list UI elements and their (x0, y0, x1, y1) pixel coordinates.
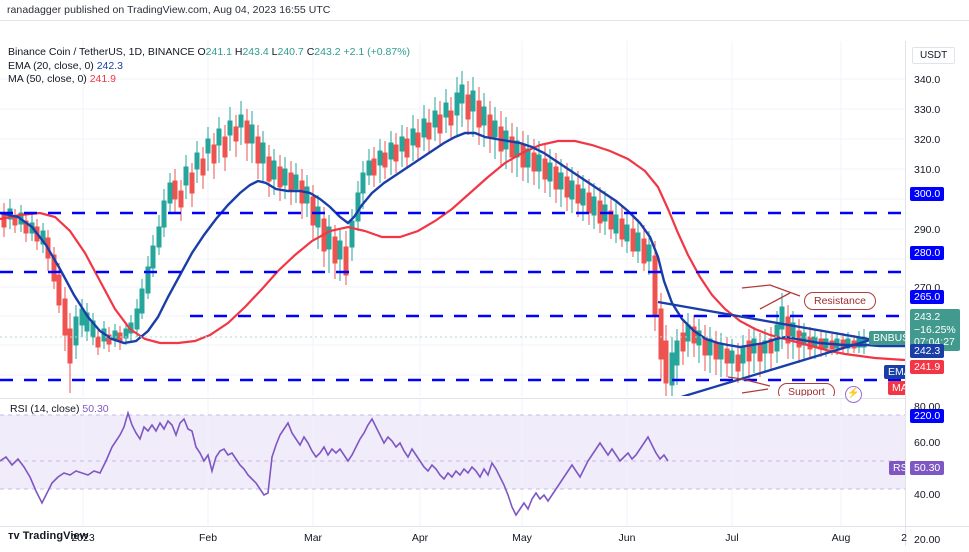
plot-area[interactable]: Resistance Support BNBUSDT EMA MA (0, 41, 905, 526)
horizontal-level-lines (0, 211, 905, 382)
legend-high-label: H (234, 46, 243, 58)
legend-low-value: 240.7 (277, 46, 304, 58)
resistance-trendline (657, 300, 881, 343)
rsi-value-badge[interactable]: 50.30 (910, 461, 945, 475)
legend-ema-value: 242.3 (96, 59, 123, 72)
ma-tag: MA (888, 381, 905, 395)
legend-ma-value: 241.9 (89, 73, 116, 85)
price-axis[interactable]: USDT 340.0 330.0 320.0 310.0 290.0 270.0… (905, 41, 969, 546)
chart-frame: Resistance Support BNBUSDT EMA MA (0, 20, 969, 546)
chart-legend: Binance Coin / TetherUS, 1D, BINANCE O24… (8, 46, 410, 87)
time-tick: Jun (618, 532, 636, 544)
level-badge-300[interactable]: 300.0 (910, 187, 945, 201)
rsi-tag: RSI (889, 461, 905, 475)
rsi-axis-tick: 80.00 (914, 401, 941, 413)
time-tick: Mar (303, 532, 323, 544)
price-pane[interactable]: Resistance Support BNBUSDT EMA MA (0, 41, 905, 396)
legend-ma-label[interactable]: MA (50, close, 0) (8, 73, 87, 85)
callout-leaders (727, 284, 801, 394)
lightning-bolt-icon[interactable]: ⚡ (845, 386, 862, 403)
price-chart-svg (0, 41, 905, 396)
rsi-chart-svg (0, 399, 905, 526)
legend-change: +2.1 (+0.87%) (343, 46, 411, 58)
legend-ema-label[interactable]: EMA (20, close, 0) (8, 59, 94, 72)
ema-price-badge[interactable]: 242.3 (910, 344, 945, 358)
price-tick: 310.0 (914, 164, 941, 176)
triangle-pattern (657, 300, 881, 396)
legend-ma-row: MA (50, close, 0) 241.9 (8, 73, 410, 87)
rsi-axis-tick: 40.00 (914, 489, 941, 501)
time-tick: 2023 (71, 532, 95, 544)
rsi-legend: RSI (14, close) 50.30 (10, 403, 109, 415)
symbol-tag: BNBUSDT (869, 331, 905, 345)
price-tick: 330.0 (914, 104, 941, 116)
rsi-band (0, 415, 905, 489)
legend-low-label: L (271, 46, 278, 58)
price-tick: 340.0 (914, 74, 941, 86)
rsi-legend-label: RSI (14, close) (10, 403, 80, 415)
time-tick: May (512, 532, 532, 544)
legend-close-label: C (306, 46, 315, 58)
ma-50-line (0, 139, 905, 362)
tradingview-mark: ᴛᴠ (8, 530, 20, 542)
time-tick: Aug (831, 532, 851, 544)
time-tick: Apr (411, 532, 429, 544)
rsi-axis-tick: 60.00 (914, 437, 941, 449)
legend-symbol[interactable]: Binance Coin / TetherUS, 1D, BINANCE (8, 46, 195, 58)
current-price-badge[interactable]: 243.2 −16.25% 07:04:27 (910, 309, 960, 351)
resistance-callout[interactable]: Resistance (804, 292, 876, 310)
legend-ema-row: EMA (20, close, 0) 242.3 (8, 60, 410, 74)
time-tick: Feb (198, 532, 218, 544)
time-tick: Jul (725, 532, 739, 544)
current-price-value: 243.2 (914, 311, 941, 323)
rsi-line (0, 410, 669, 517)
legend-open-value: 241.1 (205, 46, 232, 58)
level-badge-220[interactable]: 220.0 (910, 409, 945, 423)
rsi-axis-tick: 20.00 (914, 534, 941, 546)
ema-20-line (0, 131, 905, 349)
rsi-threshold-lines (0, 414, 905, 490)
legend-open-label: O (197, 46, 206, 58)
level-badge-265[interactable]: 265.0 (910, 290, 945, 304)
support-callout[interactable]: Support (778, 383, 835, 396)
legend-close-value: 243.2 (314, 46, 341, 58)
price-tick: 290.0 (914, 224, 941, 236)
publisher-attribution: ranadagger published on TradingView.com,… (7, 4, 331, 16)
legend-symbol-row: Binance Coin / TetherUS, 1D, BINANCE O24… (8, 46, 410, 60)
legend-high-value: 243.4 (242, 46, 269, 58)
time-axis[interactable]: 2023 Feb Mar Apr May Jun Jul Aug 2 (0, 526, 969, 548)
support-trendline (680, 335, 881, 396)
ema-tag: EMA (884, 365, 905, 379)
rsi-pane[interactable]: RSI (14, close) 50.30 RSI (0, 398, 905, 526)
price-axis-unit: USDT (912, 47, 956, 64)
price-tick: 320.0 (914, 134, 941, 146)
tradingview-logo: ᴛᴠ TradingView (8, 530, 88, 542)
current-price-change: −16.25% (914, 323, 956, 336)
tradingview-wordmark: TradingView (22, 530, 89, 542)
time-tick: 2 (901, 532, 907, 544)
rsi-legend-value: 50.30 (82, 403, 109, 415)
level-badge-280[interactable]: 280.0 (910, 246, 945, 260)
ma-price-badge[interactable]: 241.9 (910, 360, 945, 374)
